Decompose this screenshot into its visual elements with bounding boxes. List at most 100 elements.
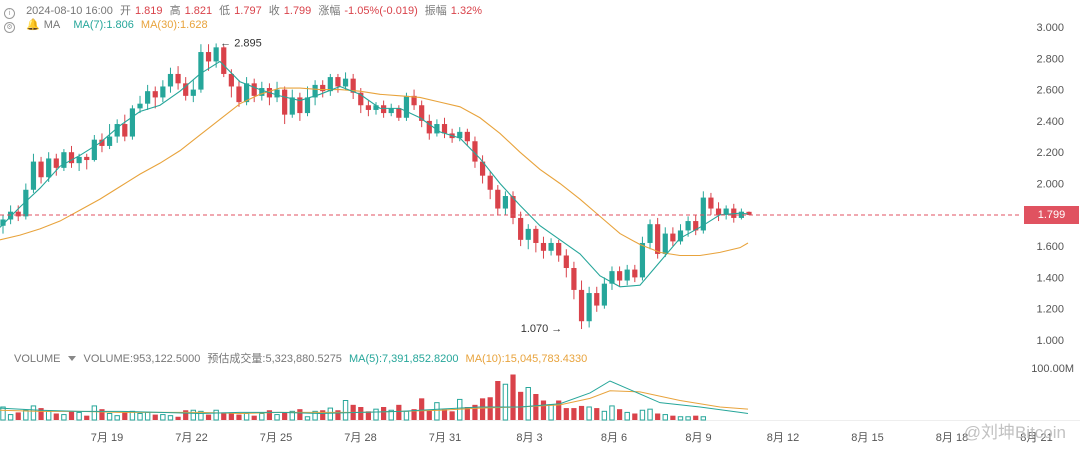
volume-bar [487, 397, 493, 420]
candle-body [0, 219, 6, 226]
open-label: 开 [119, 5, 131, 17]
volume-bar [632, 413, 638, 420]
candle-body [228, 73, 234, 87]
candle-body [198, 52, 204, 90]
candle-body [609, 271, 615, 284]
dropdown-caret-icon[interactable] [68, 356, 77, 361]
candle-body [715, 208, 722, 215]
volume-bar [586, 406, 592, 421]
volume-bar [259, 413, 265, 421]
volume-bar [388, 409, 394, 421]
y-tick-label: 2.200 [1036, 147, 1064, 159]
candle-body [114, 124, 120, 137]
x-tick-label: 8月 9 [685, 432, 711, 444]
candle-body [84, 156, 90, 161]
x-tick-label: 7月 31 [429, 432, 461, 444]
volume-bar [183, 410, 189, 420]
x-tick-label: 8月 18 [936, 432, 968, 444]
volume-bar [624, 411, 630, 421]
candle-body [205, 52, 212, 62]
candle-body [495, 189, 501, 209]
settings-icon[interactable]: ⚙ [4, 22, 15, 33]
vol-ma5-value: MA(5):7,391,852.8200 [349, 353, 459, 365]
candle-body [76, 156, 82, 164]
candle-body [327, 77, 333, 92]
candle-body [746, 211, 752, 215]
x-tick-label: 8月 21 [1020, 432, 1052, 444]
candle-body [373, 105, 379, 110]
ma-label: MA [43, 19, 61, 31]
info-icon: i [4, 8, 15, 19]
volume-bar [15, 412, 21, 420]
high-value: 1.821 [184, 5, 213, 17]
candle-body [53, 158, 59, 168]
volume-bar [266, 410, 273, 420]
volume-bar [396, 404, 402, 420]
candle-body [106, 136, 113, 146]
candle-body [274, 89, 280, 98]
volume-bar [30, 405, 37, 421]
candle-body [30, 161, 37, 190]
candle-body [396, 108, 402, 118]
volume-bar [426, 410, 432, 420]
candle-body [145, 91, 151, 104]
candle-body [91, 139, 97, 161]
candle-body [335, 77, 341, 87]
volume-bar [411, 409, 417, 420]
volume-bar [198, 410, 204, 421]
volume-bar [221, 412, 227, 420]
volume-bar [685, 416, 691, 421]
volume-bar [213, 409, 219, 421]
candle-body [175, 73, 181, 84]
ma-header: ⚙ 🔔 MA MA(7):1.806 MA(30):1.628 [4, 18, 212, 33]
candle-body [152, 91, 158, 98]
volume-bar [38, 408, 44, 420]
low-label: 低 [219, 5, 231, 17]
ma30-value: MA(30):1.628 [140, 19, 208, 31]
estimated-volume: 预估成交量:5,323,880.5275 [207, 353, 342, 365]
volume-bar [205, 414, 212, 420]
volume-bar [297, 409, 303, 420]
x-tick-label: 7月 19 [91, 432, 123, 444]
volume-bar [662, 414, 668, 421]
candle-body [457, 131, 463, 139]
volume-bar [304, 416, 311, 421]
volume-bar [91, 405, 98, 421]
candle-body [533, 228, 539, 243]
candle-body [510, 196, 516, 218]
candle-body [578, 289, 585, 322]
candle-body [601, 283, 607, 306]
volume-bar [419, 398, 425, 420]
header-datetime: 2024-08-10 16:00 [26, 5, 113, 17]
volume-header: VOLUME VOLUME:953,122.5000 预估成交量:5,323,8… [14, 350, 591, 366]
volume-bar [434, 402, 440, 421]
candle-body [502, 196, 509, 209]
candle-body [411, 95, 417, 106]
candle-body [167, 73, 174, 87]
candle-body [297, 97, 303, 114]
volume-bar [464, 407, 470, 420]
x-tick-label: 8月 12 [767, 432, 799, 444]
bell-icon[interactable]: 🔔 [26, 19, 40, 31]
volume-bar [289, 410, 295, 421]
volume-label: VOLUME [14, 353, 61, 365]
volume-bar [282, 412, 288, 420]
volume-bar [373, 408, 379, 421]
candle-body [647, 224, 653, 243]
volume-bar [76, 411, 82, 421]
volume-bar [167, 415, 174, 421]
candle-body [129, 108, 136, 137]
volume-bar [228, 412, 234, 420]
volume-bar [571, 408, 577, 420]
volume-bar [655, 413, 661, 420]
volume-bar [502, 383, 509, 421]
volume-bar [609, 405, 615, 421]
x-tick-label: 7月 28 [344, 432, 376, 444]
candle-body [236, 86, 242, 103]
candle-body [137, 103, 143, 109]
volume-bar [556, 400, 562, 420]
volume-bar [647, 408, 653, 421]
volume-bar [358, 407, 364, 420]
candle-body [677, 230, 684, 242]
